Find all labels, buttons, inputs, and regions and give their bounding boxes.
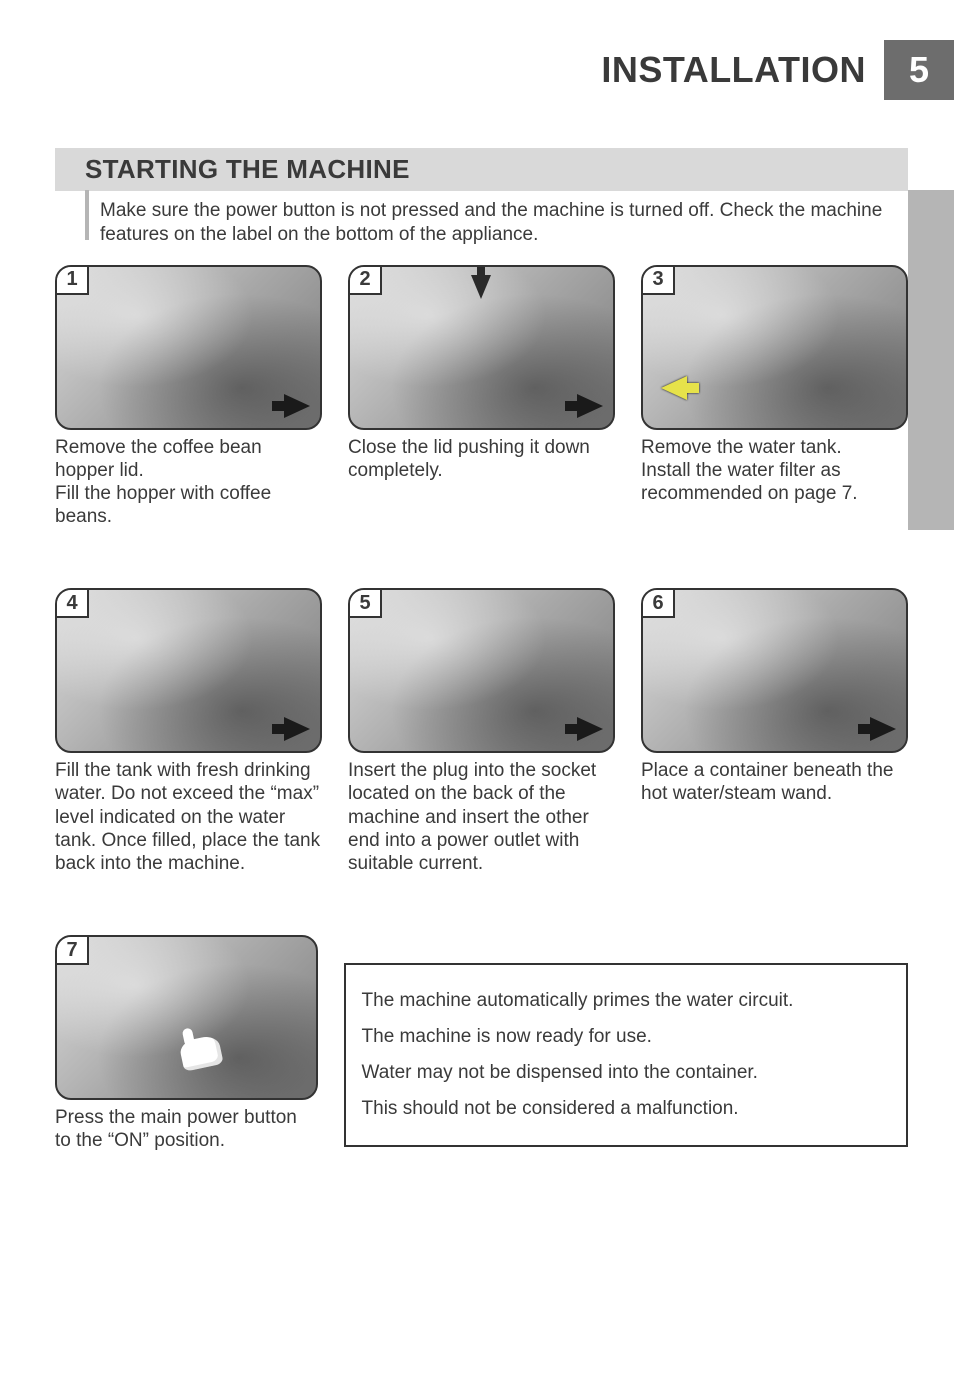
step-5-number: 5 [348,588,382,618]
step-7: 7 Press the main power button to the “ON… [55,935,318,1152]
step-6-number: 6 [641,588,675,618]
page-header: INSTALLATION 5 [0,40,954,100]
step-5-caption: Insert the plug into the socket located … [348,759,615,875]
side-tab [908,190,954,530]
step-3-number: 3 [641,265,675,295]
arrow-right-icon [577,394,603,418]
step-2-number: 2 [348,265,382,295]
step-7-caption: Press the main power button to the “ON” … [55,1106,318,1152]
section-heading-wrap: STARTING THE MACHINE [55,148,908,191]
accent-line [85,190,89,240]
section-intro: Make sure the power button is not presse… [100,199,908,247]
arrow-right-icon [577,717,603,741]
arrow-right-icon [284,717,310,741]
section-heading: STARTING THE MACHINE [55,148,908,191]
info-line-4: This should not be considered a malfunct… [362,1091,890,1127]
row-3: 7 Press the main power button to the “ON… [55,935,908,1152]
arrow-right-icon [284,394,310,418]
step-7-number: 7 [55,935,89,965]
step-2: 2 Close the lid pushing it down complete… [348,265,615,529]
step-5-figure: 5 [348,588,615,753]
step-4: 4 Fill the tank with fresh drinking wate… [55,588,322,875]
arrow-right-icon [870,717,896,741]
step-4-figure: 4 [55,588,322,753]
step-1-caption: Remove the coffee bean hopper lid.Fill t… [55,436,322,529]
header-title: INSTALLATION [601,40,884,100]
steps-grid: 1 Remove the coffee bean hopper lid.Fill… [55,265,908,876]
step-4-number: 4 [55,588,89,618]
step-3-caption: Remove the water tank.Install the water … [641,436,908,506]
step-2-figure: 2 [348,265,615,430]
arrow-left-icon [661,376,687,400]
info-line-1: The machine automatically primes the wat… [362,983,890,1019]
step-7-figure: 7 [55,935,318,1100]
page-number: 5 [884,40,954,100]
info-line-2: The machine is now ready for use. [362,1019,890,1055]
hand-icon [178,1034,223,1072]
step-2-caption: Close the lid pushing it down completely… [348,436,615,482]
step-1-number: 1 [55,265,89,295]
step-3-figure: 3 [641,265,908,430]
step-5: 5 Insert the plug into the socket locate… [348,588,615,875]
step-6-caption: Place a container beneath the hot water/… [641,759,908,805]
info-box: The machine automatically primes the wat… [344,963,908,1147]
step-6-figure: 6 [641,588,908,753]
step-3: 3 Remove the water tank.Install the wate… [641,265,908,529]
arrow-down-icon [471,275,491,299]
step-1-figure: 1 [55,265,322,430]
step-1: 1 Remove the coffee bean hopper lid.Fill… [55,265,322,529]
info-line-3: Water may not be dispensed into the cont… [362,1055,890,1091]
step-4-caption: Fill the tank with fresh drinking water.… [55,759,322,875]
step-6: 6 Place a container beneath the hot wate… [641,588,908,875]
